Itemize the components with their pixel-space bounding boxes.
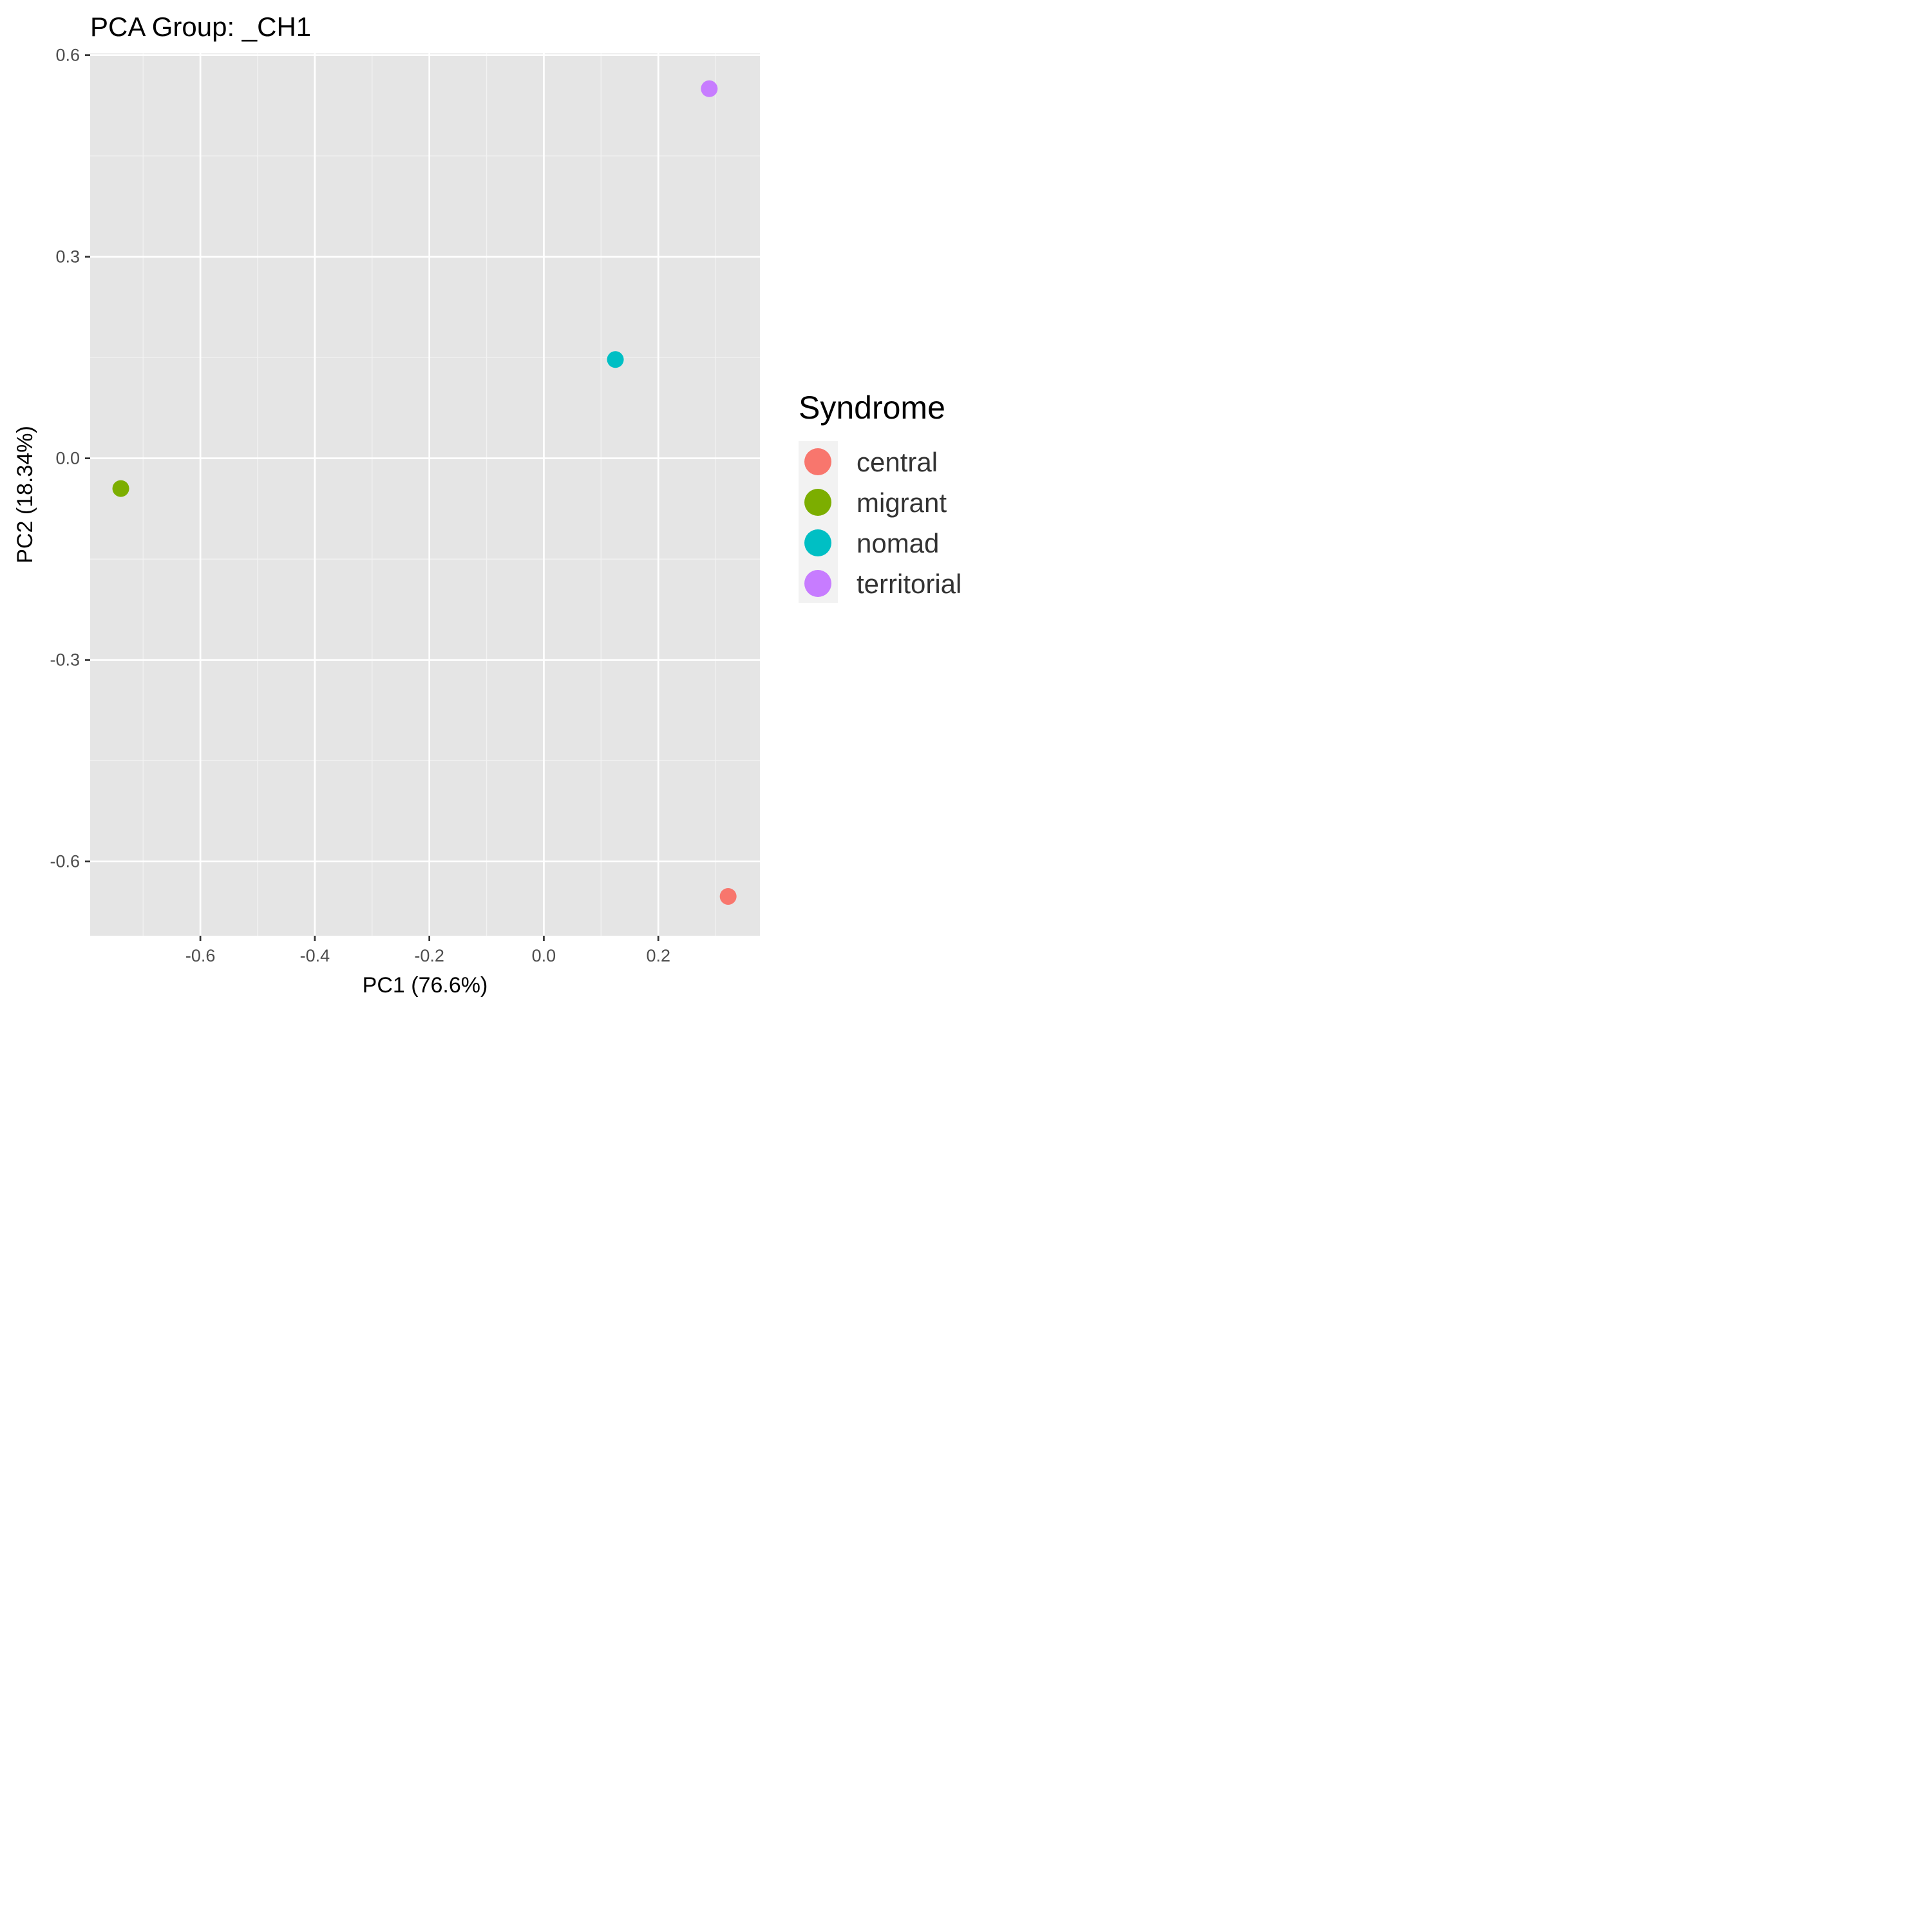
x-tick-label: -0.6 [185, 946, 216, 965]
legend-label-migrant: migrant [857, 488, 947, 518]
pca-scatter-chart: PCA Group: _CH1 -0.6 -0.4 -0.2 0.0 0.2 0.60.… [13, 12, 961, 998]
major-gridlines [90, 53, 760, 936]
legend-key-migrant [804, 489, 831, 516]
x-tick-label: 0.2 [646, 946, 670, 965]
data-points [112, 80, 737, 905]
legend: Syndrome central migrant nomad territorial [799, 390, 961, 603]
y-axis-label: PC2 (18.34%) [13, 426, 37, 564]
y-tick-label: -0.3 [50, 650, 80, 670]
legend-label-central: central [857, 447, 938, 477]
y-tick-label: 0.3 [55, 247, 80, 267]
legend-key-central [804, 448, 831, 475]
legend-title: Syndrome [799, 390, 945, 426]
point-migrant [112, 480, 129, 497]
y-tick-label: 0.0 [55, 449, 80, 468]
x-tick-label: -0.4 [300, 946, 330, 965]
x-tick-label: 0.0 [532, 946, 556, 965]
plot-panel [90, 53, 760, 936]
legend-label-territorial: territorial [857, 569, 961, 599]
x-axis-label: PC1 (76.6%) [363, 973, 488, 998]
legend-key-nomad [804, 529, 831, 556]
point-territorial [701, 80, 718, 97]
y-axis: 0.6 0.3 0.0 -0.3 -0.6 [50, 46, 90, 871]
legend-label-nomad: nomad [857, 528, 939, 558]
y-tick-label: 0.6 [55, 46, 80, 65]
legend-key-territorial [804, 570, 831, 597]
chart-title: PCA Group: _CH1 [90, 12, 311, 42]
y-tick-label: -0.6 [50, 852, 80, 871]
x-tick-label: -0.2 [414, 946, 444, 965]
point-central [719, 887, 737, 905]
point-nomad [607, 351, 624, 368]
x-axis: -0.6 -0.4 -0.2 0.0 0.2 [185, 936, 670, 965]
